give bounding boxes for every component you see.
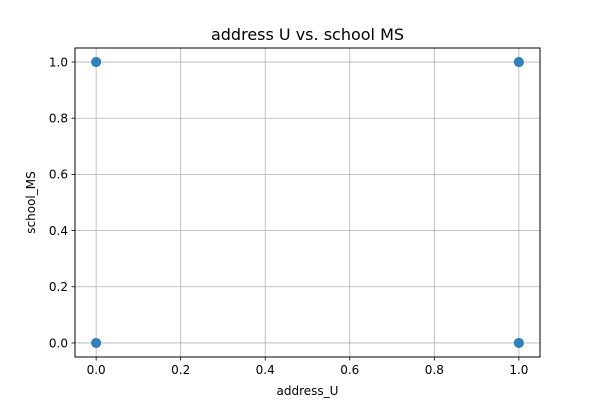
x-tick-label: 0.0 bbox=[87, 363, 106, 377]
scatter-point bbox=[91, 337, 102, 348]
y-tick-label: 0.2 bbox=[49, 280, 68, 294]
plot-area-frame bbox=[74, 47, 541, 358]
x-tick-label: 0.8 bbox=[425, 363, 444, 377]
scatter-point bbox=[513, 337, 524, 348]
chart-title: address U vs. school MS bbox=[211, 25, 404, 44]
y-tick-label: 1.0 bbox=[49, 55, 68, 69]
x-tick-label: 1.0 bbox=[509, 363, 528, 377]
y-tick-label: 0.4 bbox=[49, 224, 68, 238]
x-tick-label: 0.6 bbox=[340, 363, 359, 377]
y-tick-label: 0.0 bbox=[49, 336, 68, 350]
x-tick-label: 0.4 bbox=[256, 363, 275, 377]
y-tick-label: 0.8 bbox=[49, 112, 68, 126]
grid-layer bbox=[75, 48, 540, 357]
scatter-point bbox=[91, 57, 102, 68]
points-layer bbox=[91, 57, 524, 348]
x-axis-label: address_U bbox=[277, 384, 339, 398]
scatter-point bbox=[513, 57, 524, 68]
y-axis-ticks: 0.0 0.2 0.4 0.6 0.8 1.0 bbox=[49, 55, 75, 350]
x-tick-label: 0.2 bbox=[171, 363, 190, 377]
y-tick-label: 0.6 bbox=[49, 168, 68, 182]
y-axis-label: school_MS bbox=[24, 171, 38, 233]
x-axis-ticks: 0.0 0.2 0.4 0.6 0.8 1.0 bbox=[87, 357, 528, 377]
